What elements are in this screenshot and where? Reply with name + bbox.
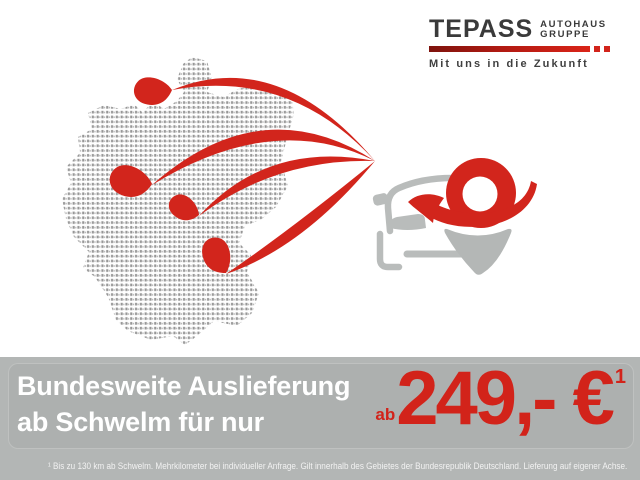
delivery-route-arrows-icon xyxy=(109,77,375,274)
logo-suffix-line2: GRUPPE xyxy=(540,28,590,40)
logo-tagline: Mit uns in die Zukunft xyxy=(429,58,589,70)
location-pin-icon xyxy=(408,158,537,275)
route-swoosh xyxy=(199,156,375,216)
price-amount: 249,- € xyxy=(396,356,615,441)
pin-hole xyxy=(462,176,498,212)
logo-brand-text: TEPASS xyxy=(429,15,534,43)
logo: TEPASS AUTOHAUS GRUPPE Mit uns in die Zu… xyxy=(429,17,615,70)
orbit-ring-icon xyxy=(419,181,537,227)
offer-headline-line2: ab Schwelm für nur xyxy=(17,407,264,437)
logo-red-bar xyxy=(429,46,590,52)
route-swoosh xyxy=(172,77,375,161)
price-prefix: ab xyxy=(375,405,396,424)
pin-tail xyxy=(444,228,512,275)
route-arrowhead xyxy=(168,194,199,221)
artwork-canvas xyxy=(62,57,537,345)
car-mirror xyxy=(372,193,389,206)
price-footnote-marker: 1 xyxy=(614,366,626,388)
orbit-ring-arrowhead xyxy=(408,194,444,223)
offer-banner-strip: ¹ Bis zu 130 km ab Schwelm. Mehrkilomete… xyxy=(0,357,640,480)
logo-underline-bar xyxy=(429,46,615,52)
route-arrowhead xyxy=(109,165,152,197)
logo-accent-square xyxy=(604,46,610,52)
offer-headline-line1: Bundesweite Auslieferung xyxy=(17,371,351,401)
offer-footnote: ¹ Bis zu 130 km ab Schwelm. Mehrkilomete… xyxy=(48,461,628,472)
route-arrowhead xyxy=(202,237,231,274)
route-arrowhead xyxy=(133,77,172,105)
logo-accent-square xyxy=(594,46,600,52)
offer-banner-box xyxy=(8,363,634,449)
offer-price: ab 249,- € 1 xyxy=(375,356,626,441)
car-outline-icon xyxy=(372,174,472,271)
logo-suffix-line1: AUTOHAUS xyxy=(540,19,607,30)
route-swoosh xyxy=(152,129,375,185)
offer-headline: Bundesweite Auslieferung ab Schwelm für … xyxy=(17,368,350,440)
